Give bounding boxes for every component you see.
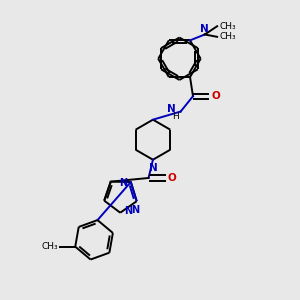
Text: H: H — [172, 112, 179, 121]
Text: N: N — [131, 205, 139, 215]
Text: CH₃: CH₃ — [41, 242, 58, 251]
Text: N: N — [124, 206, 132, 216]
Text: CH₃: CH₃ — [219, 22, 236, 31]
Text: N: N — [148, 163, 157, 173]
Text: N: N — [167, 104, 176, 114]
Text: O: O — [211, 91, 220, 101]
Text: N: N — [119, 178, 127, 188]
Text: CH₃: CH₃ — [219, 32, 236, 41]
Text: O: O — [168, 173, 176, 183]
Text: N: N — [200, 25, 209, 34]
